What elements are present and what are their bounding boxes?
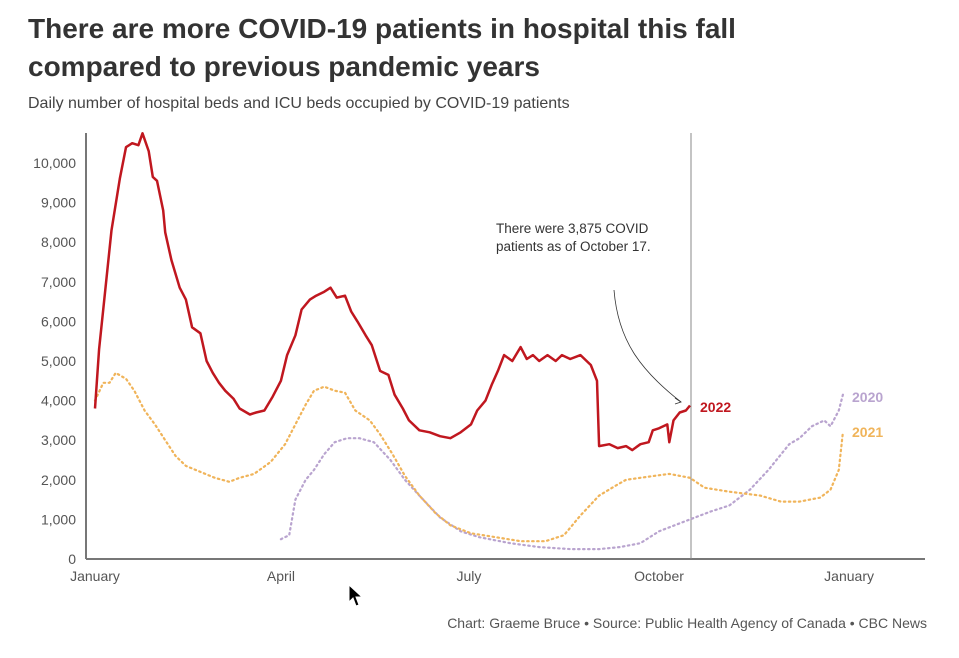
title-line-1: There are more COVID-19 patients in hosp… [28,13,736,44]
y-tick-label: 6,000 [41,313,76,329]
annotation-line-1: There were 3,875 COVID [496,221,649,236]
chart-title: There are more COVID-19 patients in hosp… [28,10,928,86]
series-label-2020: 2020 [852,389,883,405]
x-tick-label: January [824,568,874,584]
annotation-line-2: patients as of October 17. [496,239,651,254]
x-tick-label: April [267,568,295,584]
y-tick-label: 8,000 [41,234,76,250]
x-tick-label: July [456,568,481,584]
chart-subtitle: Daily number of hospital beds and ICU be… [28,95,570,112]
y-tick-label: 0 [68,551,76,567]
y-tick-label: 1,000 [41,511,76,527]
series-line-2021 [93,371,844,543]
series-label-2022: 2022 [700,399,731,415]
y-tick-label: 10,000 [33,155,76,171]
x-tick-label: January [70,568,120,584]
y-tick-label: 5,000 [41,353,76,369]
annotation-arrow [613,289,682,403]
y-tick-label: 4,000 [41,393,76,409]
y-tick-label: 9,000 [41,195,76,211]
chart-source: Chart: Graeme Bruce • Source: Public Hea… [447,615,927,631]
x-tick-label: October [634,568,684,584]
y-tick-label: 3,000 [41,432,76,448]
series-label-2021: 2021 [852,424,883,440]
y-tick-label: 7,000 [41,274,76,290]
series-line-2022 [93,132,691,452]
series-line-2020 [279,393,844,551]
title-line-2: compared to previous pandemic years [28,51,540,82]
arrowhead-icon [674,397,682,405]
y-tick-label: 2,000 [41,472,76,488]
mouse-cursor-icon [348,583,364,607]
